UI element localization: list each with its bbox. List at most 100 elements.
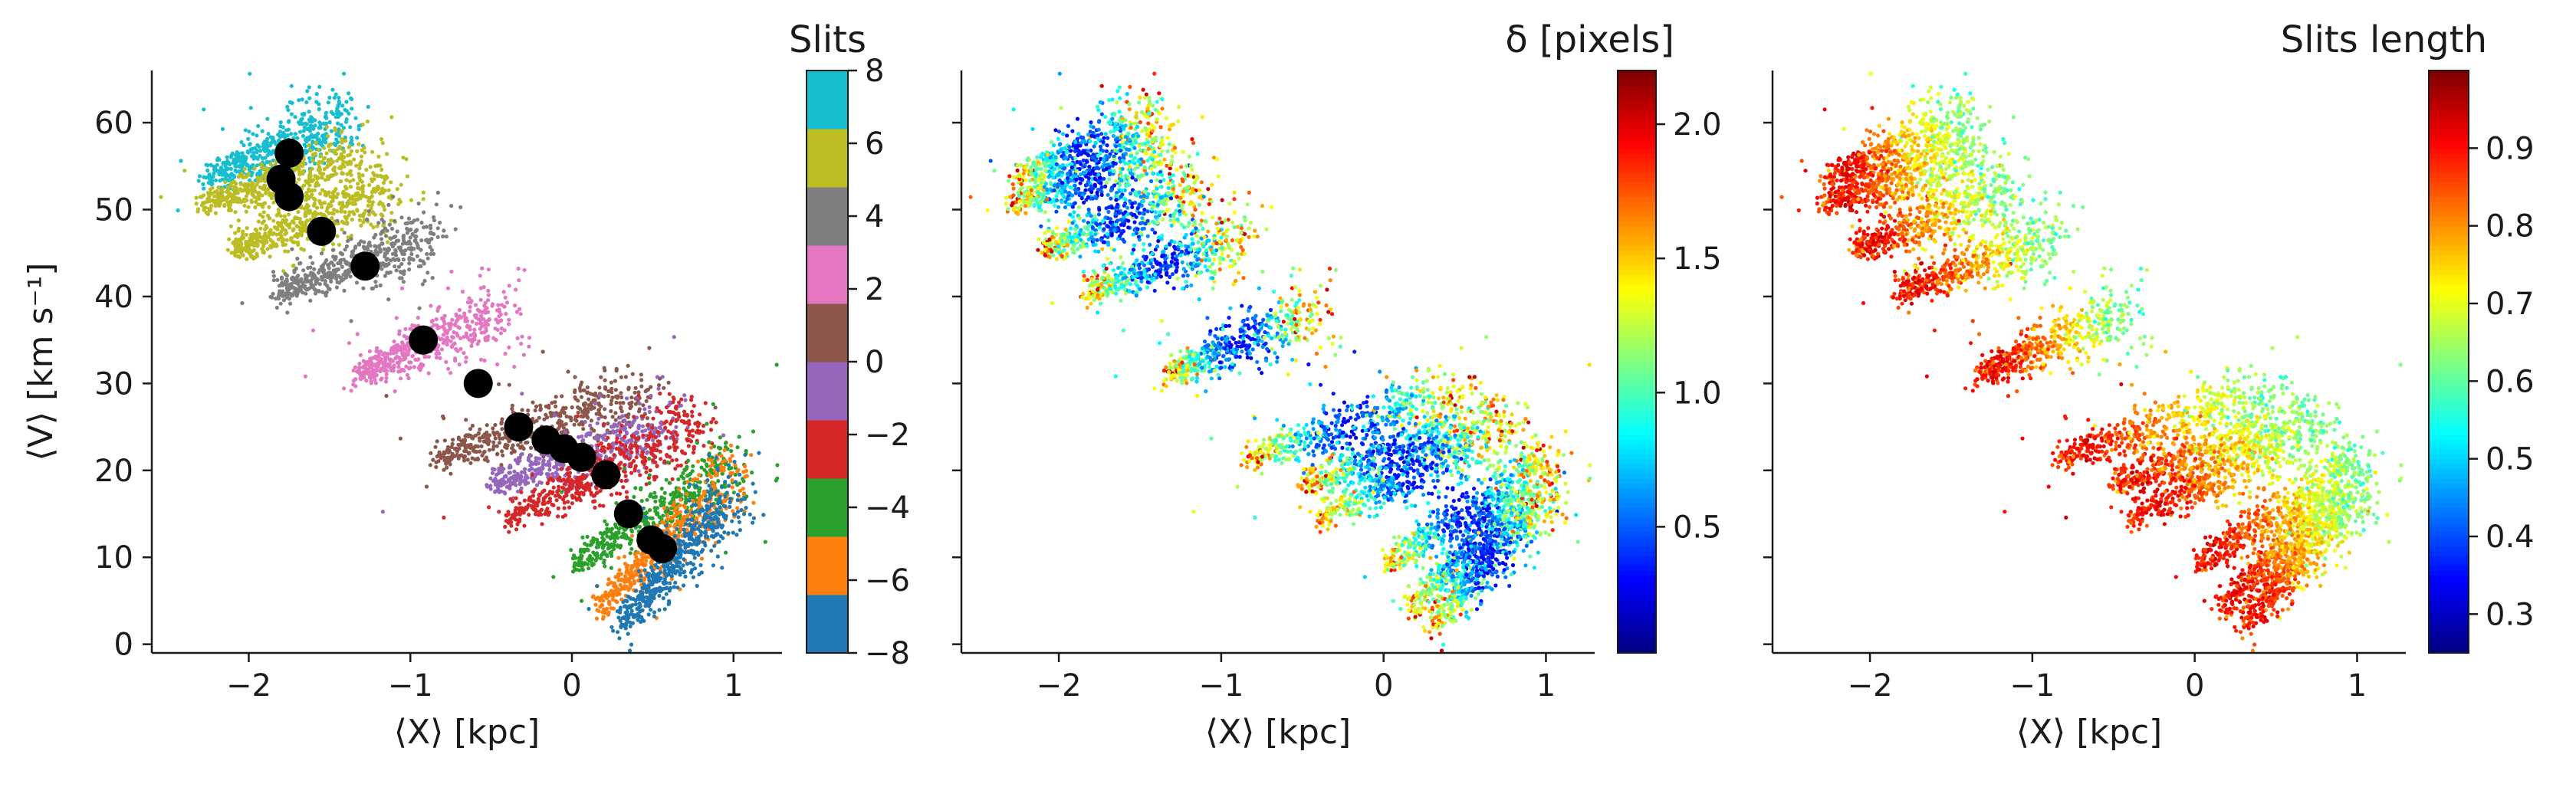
data-point — [307, 129, 313, 133]
data-point — [508, 465, 513, 470]
data-point — [658, 426, 663, 431]
data-point — [493, 436, 498, 441]
data-point — [366, 209, 371, 214]
data-point — [368, 165, 373, 169]
data-point — [540, 501, 545, 507]
data-point — [345, 202, 350, 208]
data-point — [473, 444, 478, 449]
data-point — [606, 394, 611, 398]
data-point — [572, 422, 577, 427]
data-point — [238, 243, 244, 248]
data-point — [623, 554, 627, 559]
data-point — [250, 180, 255, 185]
data-point — [326, 100, 330, 105]
data-point — [650, 425, 655, 430]
data-point — [255, 172, 260, 176]
data-point — [255, 175, 260, 180]
data-point — [340, 157, 344, 162]
data-point — [551, 485, 556, 490]
data-point — [595, 421, 600, 425]
data-point — [308, 148, 313, 153]
data-point — [440, 324, 445, 329]
data-point — [255, 231, 260, 236]
data-point — [632, 415, 636, 419]
data-point — [230, 151, 235, 156]
data-point — [455, 319, 459, 323]
data-point — [544, 412, 548, 417]
data-point — [336, 121, 340, 126]
data-point — [308, 174, 313, 179]
data-point — [310, 212, 315, 216]
data-point — [428, 244, 432, 250]
data-point — [662, 385, 666, 390]
data-point — [395, 187, 399, 192]
data-point — [304, 198, 308, 202]
data-point — [246, 205, 251, 209]
data-point — [278, 120, 283, 125]
data-point — [409, 245, 414, 250]
data-point — [518, 501, 522, 506]
data-point — [356, 242, 362, 247]
data-point — [495, 327, 500, 332]
data-point — [449, 454, 454, 459]
data-point — [632, 390, 637, 395]
data-point — [301, 161, 305, 166]
data-point — [478, 438, 482, 443]
data-point — [580, 380, 584, 385]
data-point — [301, 133, 306, 139]
data-point — [285, 133, 290, 138]
data-point — [233, 231, 238, 235]
data-point — [501, 453, 505, 458]
data-point — [265, 235, 270, 239]
data-point — [575, 414, 580, 418]
data-point — [537, 470, 542, 475]
data-point — [236, 228, 241, 233]
data-point — [735, 445, 740, 450]
data-point — [339, 251, 343, 256]
data-point — [541, 458, 546, 463]
data-point — [303, 137, 308, 142]
data-point — [310, 153, 315, 158]
data-point — [743, 464, 748, 469]
data-point — [682, 421, 687, 425]
data-point — [657, 439, 662, 444]
data-point — [593, 505, 597, 510]
data-point — [391, 369, 396, 373]
data-point — [392, 218, 397, 223]
data-point — [600, 434, 604, 438]
data-point — [389, 226, 394, 231]
data-point — [456, 442, 461, 448]
data-point — [630, 533, 635, 538]
data-point — [233, 253, 238, 257]
data-point — [705, 421, 709, 426]
data-point — [336, 192, 340, 196]
data-point — [503, 351, 508, 356]
data-point — [421, 197, 426, 202]
data-point — [646, 423, 650, 428]
data-point — [295, 256, 300, 261]
data-point — [331, 268, 336, 273]
data-point — [751, 429, 756, 434]
data-point — [544, 404, 548, 408]
data-point — [678, 503, 682, 508]
data-point — [590, 563, 594, 568]
data-point — [370, 179, 374, 184]
data-point — [594, 412, 599, 416]
data-point — [519, 470, 524, 474]
data-point — [351, 178, 356, 182]
data-point — [610, 415, 615, 419]
data-point — [393, 264, 397, 269]
data-point — [624, 396, 629, 401]
data-point — [367, 182, 372, 188]
data-point — [599, 375, 603, 379]
data-point — [256, 219, 261, 224]
data-point — [629, 446, 633, 451]
data-point — [635, 449, 639, 454]
data-point — [449, 322, 454, 327]
data-point — [384, 376, 389, 380]
data-point — [695, 441, 700, 445]
data-point — [317, 137, 321, 142]
data-point — [396, 238, 401, 243]
data-point — [665, 517, 670, 522]
data-point — [276, 237, 281, 241]
